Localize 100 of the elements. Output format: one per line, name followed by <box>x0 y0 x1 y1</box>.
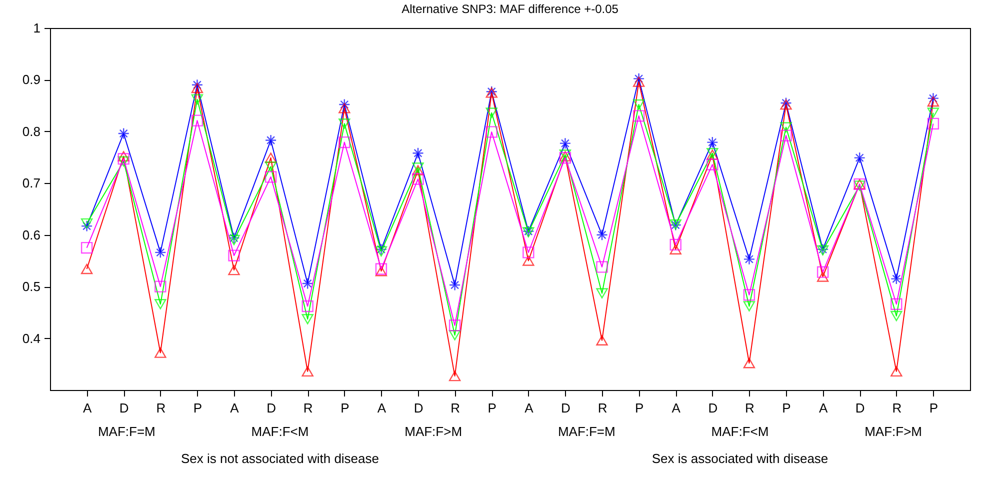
point <box>228 250 240 262</box>
x-tick-label: P <box>340 400 350 416</box>
point <box>448 370 461 382</box>
point <box>375 243 388 256</box>
y-tick-label: 0.9 <box>22 72 40 88</box>
x-tick-label: D <box>266 400 276 416</box>
point <box>486 108 498 118</box>
point <box>816 272 829 282</box>
point <box>338 103 350 114</box>
point <box>486 126 498 138</box>
point <box>670 244 682 254</box>
point <box>448 320 461 332</box>
text: MAF:F<M <box>250 424 310 439</box>
y-tick-label: 0.4 <box>22 330 40 346</box>
point <box>412 173 424 185</box>
point <box>706 158 718 170</box>
x-tick-label: R <box>303 400 313 416</box>
text: MAF:F>M <box>404 424 464 439</box>
point <box>743 358 756 368</box>
x-tick-label: D <box>414 400 424 416</box>
point <box>596 229 608 241</box>
text: MAF:F<M <box>710 424 770 439</box>
point <box>927 118 940 130</box>
point <box>522 246 534 258</box>
x-tick-label: R <box>892 400 902 416</box>
point <box>118 128 130 140</box>
chart-title: Alternative SNP3: MAF difference +-0.05 <box>402 2 619 16</box>
point <box>780 122 792 132</box>
text: MAF:F>M <box>864 424 924 439</box>
point <box>743 253 756 266</box>
point <box>118 151 130 162</box>
y-tick-label: 0.6 <box>22 227 40 242</box>
x-tick-label: R <box>745 400 754 416</box>
text: MAF:F=M <box>96 424 156 439</box>
point <box>228 264 240 276</box>
point <box>780 130 792 142</box>
point <box>816 266 829 278</box>
point <box>264 161 277 172</box>
x-tick-label: A <box>672 400 681 416</box>
text: MAF:F=M <box>556 424 616 439</box>
point <box>412 162 424 173</box>
y-tick-label: 1 <box>33 20 40 36</box>
point <box>154 280 166 292</box>
point <box>596 288 608 298</box>
point <box>890 272 902 285</box>
point <box>854 152 866 164</box>
point <box>338 136 350 148</box>
x-tick-label: A <box>524 400 534 416</box>
point <box>302 300 314 312</box>
point <box>927 108 940 118</box>
point <box>412 147 424 159</box>
x-tick-label: D <box>561 400 570 416</box>
x-tick-label: R <box>598 400 608 416</box>
point <box>80 220 93 232</box>
x-tick-label: D <box>119 400 129 416</box>
x-tick-label: A <box>818 400 828 416</box>
x-tick-label: A <box>230 400 240 416</box>
x-tick-label: A <box>377 400 386 416</box>
point <box>302 278 314 290</box>
point <box>448 279 461 291</box>
point <box>375 246 388 257</box>
point <box>743 289 756 301</box>
point <box>375 266 388 276</box>
x-tick-label: P <box>488 400 496 416</box>
point <box>706 136 718 148</box>
point <box>228 234 240 246</box>
y-tick-label: 0.8 <box>22 124 40 139</box>
text: Sex is not associated with disease <box>180 451 380 466</box>
point <box>632 72 645 85</box>
x-tick-label: P <box>782 400 791 416</box>
point <box>632 110 645 122</box>
point <box>890 366 902 377</box>
point <box>559 152 572 164</box>
point <box>596 261 608 273</box>
point <box>559 137 572 150</box>
x-tick-label: P <box>193 400 202 416</box>
point <box>302 366 314 377</box>
x-tick-label: P <box>634 400 644 416</box>
point <box>80 264 93 274</box>
point <box>264 171 277 183</box>
x-tick-label: D <box>855 400 865 416</box>
point <box>890 310 902 322</box>
point <box>927 92 940 104</box>
x-tick-label: R <box>450 400 460 416</box>
point <box>118 152 130 165</box>
point <box>890 298 902 310</box>
point <box>596 335 608 346</box>
point <box>80 242 93 254</box>
point <box>264 134 277 146</box>
point <box>118 156 130 167</box>
y-tick-label: 0.7 <box>22 176 40 191</box>
point <box>191 82 204 94</box>
point <box>302 314 314 324</box>
point <box>154 348 166 358</box>
point <box>743 301 756 312</box>
y-tick-label: 0.5 <box>22 279 40 294</box>
point <box>412 165 424 176</box>
point <box>191 94 204 105</box>
point <box>154 299 166 310</box>
x-tick-label: A <box>82 400 92 416</box>
